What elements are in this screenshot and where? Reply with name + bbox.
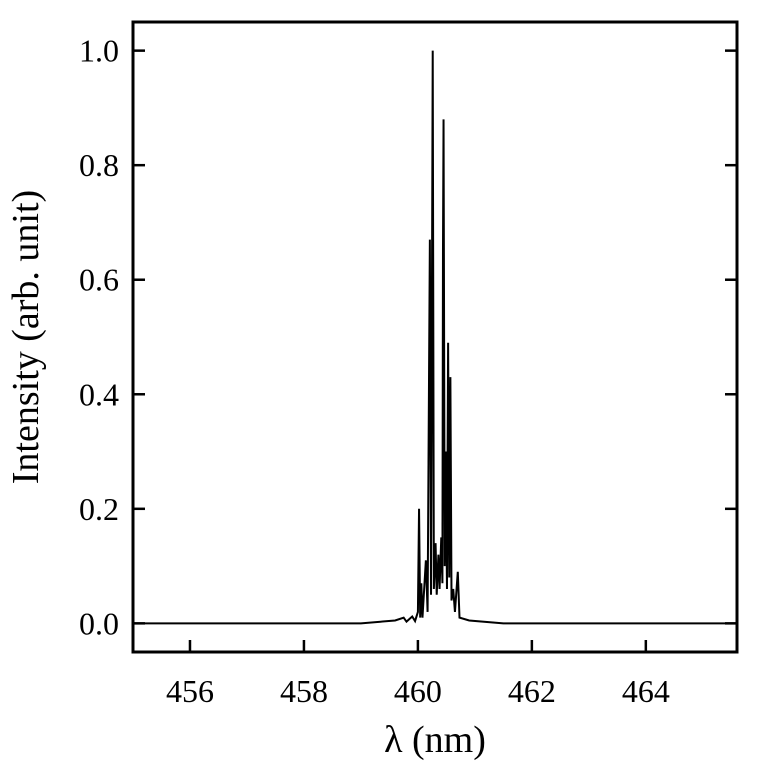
y-tick-label: 0.0 (79, 605, 119, 641)
spectrum-line (133, 50, 737, 625)
x-tick-label: 462 (508, 673, 556, 709)
plot-frame (131, 20, 739, 654)
y-tick-label: 0.8 (79, 147, 119, 183)
x-tick-label: 456 (166, 673, 214, 709)
y-tick-label: 0.6 (79, 262, 119, 298)
y-axis-label: Intensity (arb. unit) (5, 190, 47, 484)
y-tick-label: 0.4 (79, 376, 119, 412)
y-tick-label: 0.2 (79, 491, 119, 527)
x-tick-label: 464 (622, 673, 670, 709)
x-axis-label: λ (nm) (384, 719, 486, 761)
x-tick-label: 458 (280, 673, 328, 709)
y-tick-label: 1.0 (79, 33, 119, 69)
x-tick-label: 460 (394, 673, 442, 709)
